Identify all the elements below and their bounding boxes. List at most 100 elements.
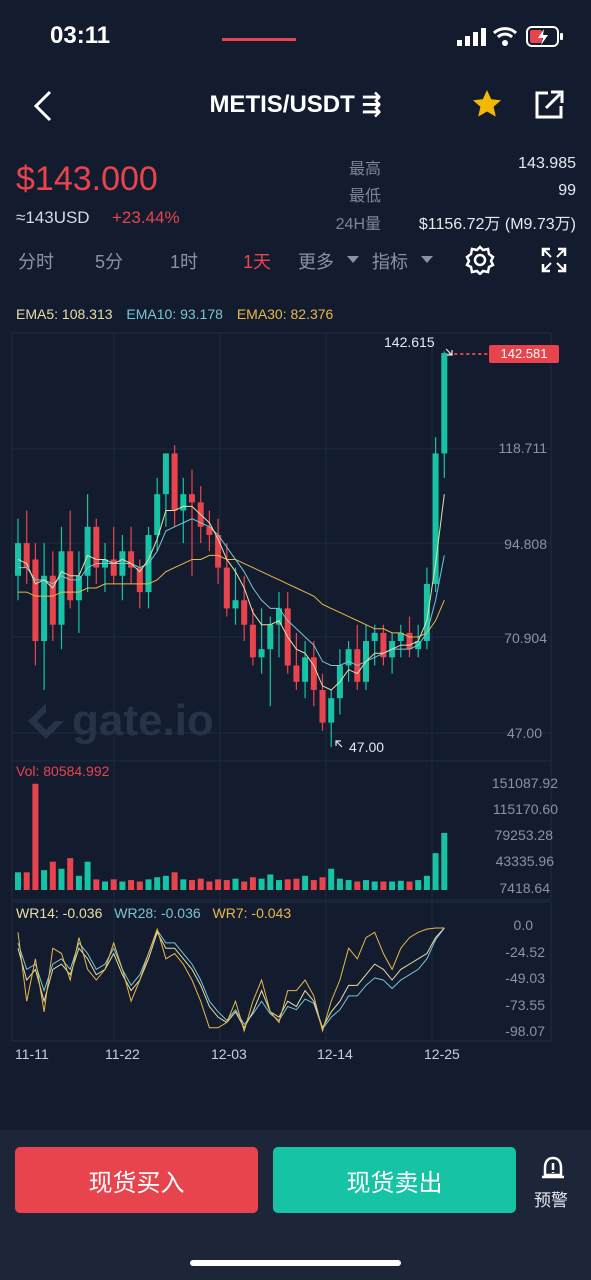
cellular-signal-icon xyxy=(457,28,486,46)
candle-body xyxy=(241,600,248,625)
volume-bar xyxy=(145,879,152,890)
ema30-value: EMA30: 82.376 xyxy=(236,306,334,322)
candle-body xyxy=(423,583,430,642)
date-axis-label: 11-11 xyxy=(15,1046,49,1062)
spot-buy-button[interactable]: 现货买入 xyxy=(15,1147,258,1213)
candle-body xyxy=(58,551,65,625)
high-marker-arrow xyxy=(445,348,453,356)
wr28-value: WR28: -0.036 xyxy=(114,905,201,921)
volume-bar xyxy=(128,880,135,890)
ema10-value: EMA10: 93.178 xyxy=(126,306,223,322)
favorite-star-icon[interactable] xyxy=(471,88,503,120)
usd-price: ≈143USD xyxy=(16,208,90,227)
volume-bar xyxy=(302,875,309,890)
volume-bar xyxy=(380,881,387,890)
tab-1h[interactable]: 1时 xyxy=(170,252,199,272)
price-alert-label[interactable]: 预警 xyxy=(534,1191,568,1210)
high-value: 143.985 xyxy=(518,155,576,172)
pair-title[interactable]: METIS/USDT ⇶ xyxy=(209,91,382,118)
volume-bar xyxy=(258,878,265,890)
volume-bar xyxy=(110,879,117,890)
volume-bar xyxy=(336,878,343,890)
volume-bar xyxy=(310,880,317,890)
tab-1d[interactable]: 1天 xyxy=(243,252,272,272)
date-axis-label: 12-03 xyxy=(211,1046,247,1062)
chevron-down-icon xyxy=(421,256,433,263)
high-label: 最高 xyxy=(348,161,381,178)
candle-body xyxy=(345,649,352,666)
high-marker-label: 142.615 xyxy=(384,334,435,350)
last-price: $143.000 xyxy=(16,160,158,198)
candle-body xyxy=(319,689,326,723)
volume-bar xyxy=(441,832,448,890)
candle-body xyxy=(136,567,143,593)
candle-body xyxy=(32,559,39,642)
volume-bar xyxy=(371,881,378,890)
volume-bar xyxy=(206,881,213,890)
candle-body xyxy=(84,526,91,576)
volume-bar xyxy=(241,881,248,890)
panel-frame xyxy=(11,901,552,1042)
candle-body xyxy=(171,453,178,511)
volume-bar xyxy=(136,881,143,890)
price-axis-label: 47.00 xyxy=(506,725,542,741)
tab-more[interactable]: 更多 xyxy=(298,252,334,272)
share-icon[interactable] xyxy=(532,88,566,120)
wifi-icon xyxy=(492,27,518,46)
volume-bar xyxy=(319,877,326,890)
candle-body xyxy=(93,526,100,568)
volume-bar xyxy=(41,870,48,890)
tab-timeshare[interactable]: 分时 xyxy=(18,252,54,272)
gateio-watermark: gate.io xyxy=(72,696,214,745)
wr-axis-label: -24.52 xyxy=(505,944,545,960)
active-tab-indicator xyxy=(222,38,296,41)
wr-axis-label: -49.03 xyxy=(505,970,545,986)
date-axis-label: 12-14 xyxy=(317,1046,353,1062)
volume-axis-label: 79253.28 xyxy=(494,827,553,843)
volume-bar xyxy=(345,880,352,890)
candle-body xyxy=(380,632,387,658)
price-axis-label: 94.808 xyxy=(504,536,547,552)
volume-bar xyxy=(49,861,56,890)
candle-body xyxy=(267,624,274,650)
candle-body xyxy=(302,657,309,682)
volume-bar xyxy=(84,861,91,890)
volume-bar xyxy=(415,880,422,890)
volume-bar xyxy=(215,879,222,890)
tab-5min[interactable]: 5分 xyxy=(95,252,124,272)
volume-bar xyxy=(32,783,39,890)
candle-body xyxy=(49,575,56,625)
nav-bar: METIS/USDT ⇶ xyxy=(0,70,591,142)
price-alert-bell-icon[interactable] xyxy=(538,1155,568,1185)
status-bar: 03:11 xyxy=(0,0,591,70)
candle-body xyxy=(223,567,230,609)
gateio-logo-icon xyxy=(28,703,64,739)
volume-bar xyxy=(197,878,204,890)
wr-legend: WR14: -0.036 WR28: -0.036 WR7: -0.043 xyxy=(16,905,299,921)
volume-bar xyxy=(267,874,274,890)
price-axis-label: 118.711 xyxy=(498,440,547,456)
tab-indicators[interactable]: 指标 xyxy=(372,252,408,272)
back-arrow-icon[interactable] xyxy=(30,90,54,122)
candle-body xyxy=(232,600,239,609)
volume-bar xyxy=(23,872,30,890)
candle-body xyxy=(23,543,30,568)
volume-bar xyxy=(284,879,291,890)
candle-body xyxy=(75,575,82,601)
volume-24h-label: 24H量 xyxy=(335,216,381,233)
spot-sell-button[interactable]: 现货卖出 xyxy=(273,1147,516,1213)
date-axis-label: 12-25 xyxy=(424,1046,460,1062)
volume-bar xyxy=(223,880,230,890)
ema5-value: EMA5: 108.313 xyxy=(16,306,113,322)
fullscreen-icon[interactable] xyxy=(541,247,567,273)
kline-chart[interactable]: gate.io xyxy=(0,325,591,1045)
wr14-line xyxy=(17,927,445,1029)
candle-body xyxy=(293,665,300,682)
ema-legend: EMA5: 108.313 EMA10: 93.178 EMA30: 82.37… xyxy=(16,306,343,322)
volume-bar xyxy=(58,868,65,890)
candle-body xyxy=(276,608,282,625)
settings-gear-icon[interactable] xyxy=(465,245,495,275)
price-change: +23.44% xyxy=(112,208,180,227)
volume-bar xyxy=(154,877,161,890)
wr28-line xyxy=(17,927,445,1030)
